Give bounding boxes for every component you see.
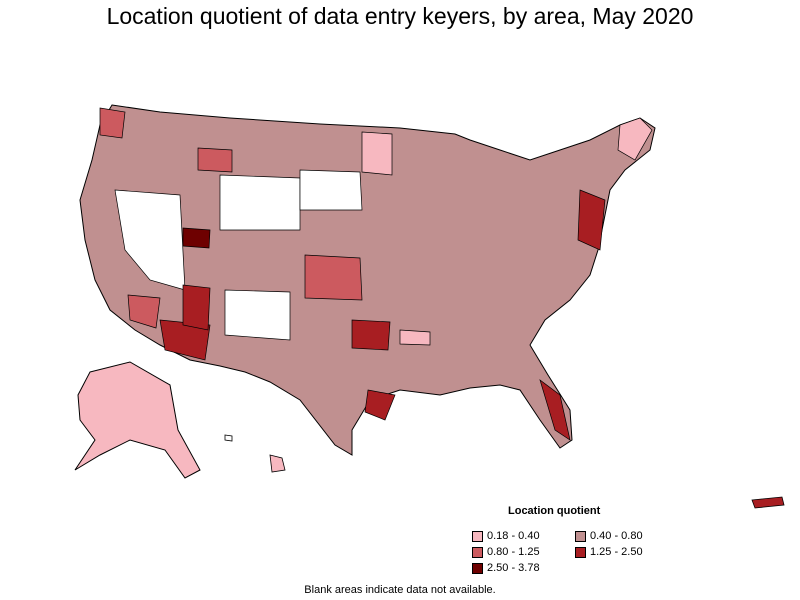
legend-item-0-80-1-25: 0.80 - 1.25	[472, 546, 540, 560]
map-title: Location quotient of data entry keyers, …	[106, 3, 694, 29]
legend-item-0-40-0-80: 0.40 - 0.80	[575, 530, 643, 544]
puerto-rico-shape	[751, 496, 785, 509]
region-california-south	[127, 294, 161, 329]
footnote: Blank areas indicate data not available.	[304, 584, 496, 596]
region-northeast	[577, 189, 606, 251]
legend-label: 1.25 - 2.50	[590, 546, 643, 558]
legend-item-2-50-3-78: 2.50 - 3.78	[472, 562, 540, 576]
legend-swatch	[472, 546, 483, 558]
hawaii-small-island	[224, 434, 233, 442]
legend-label: 0.80 - 1.25	[487, 546, 540, 558]
legend-label: 2.50 - 3.78	[487, 562, 540, 574]
legend-label: 0.40 - 0.80	[590, 530, 643, 542]
region-new-mexico	[182, 284, 211, 331]
alaska-shape	[74, 361, 201, 479]
region-idaho	[197, 147, 233, 173]
legend-swatch	[575, 546, 586, 558]
region-oklahoma	[351, 319, 391, 351]
region-tennessee	[399, 329, 431, 346]
region-maine	[617, 117, 653, 161]
no-data-region-west	[114, 189, 186, 291]
hawaii-shape	[269, 454, 286, 473]
legend-item-1-25-2-50: 1.25 - 2.50	[575, 546, 643, 560]
legend-swatch	[472, 530, 483, 542]
region-utah	[182, 227, 211, 249]
no-data-region-dakotas	[299, 169, 363, 211]
legend-swatch	[472, 562, 483, 574]
region-minnesota	[361, 131, 393, 176]
legend-swatch	[575, 530, 586, 542]
region-colorado-kansas	[304, 254, 363, 301]
region-florida	[539, 379, 571, 441]
legend-title: Location quotient	[508, 505, 601, 517]
region-texas-gulf	[364, 389, 396, 421]
no-data-region-plains	[219, 174, 301, 231]
legend-label: 0.18 - 0.40	[487, 530, 540, 542]
no-data-region-southwest	[224, 289, 291, 341]
legend-item-0-18-0-40: 0.18 - 0.40	[472, 530, 540, 544]
region-washington	[99, 107, 126, 139]
